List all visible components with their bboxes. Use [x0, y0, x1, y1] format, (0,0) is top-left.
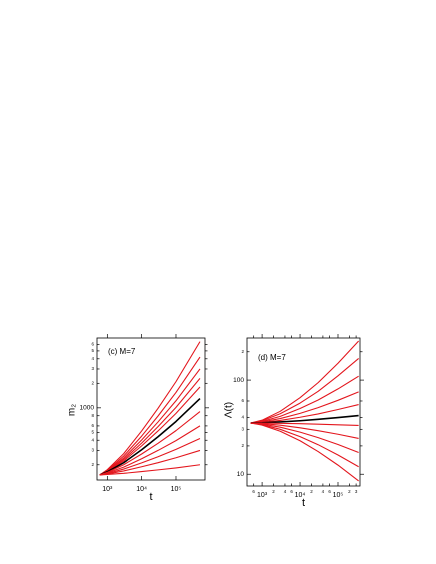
y-tick-label: 10	[237, 471, 245, 478]
y-tick-label: 6	[241, 398, 244, 403]
y-tick-label: 2	[241, 349, 244, 354]
x-tick-label: 6	[328, 489, 331, 494]
y-tick-label: 4	[91, 356, 94, 361]
y-tick-label: 6	[91, 342, 94, 347]
series-line	[99, 356, 201, 476]
x-tick-label: 4	[284, 489, 287, 494]
y-tick-label: 3	[91, 366, 94, 371]
x-tick-label: 4	[322, 489, 325, 494]
series-line	[99, 397, 201, 476]
y-tick-label: 2	[91, 462, 94, 467]
y-tick-label: 4	[241, 415, 244, 420]
y-tick-label: 5	[91, 430, 94, 435]
x-tick-label: 3	[355, 489, 358, 494]
plot-frame	[246, 337, 361, 487]
annotation: (d) M=7	[258, 353, 286, 362]
y-tick-label: 2	[241, 443, 244, 448]
series-line	[99, 464, 201, 476]
series-line	[99, 368, 201, 476]
series-line	[250, 422, 359, 468]
y-tick-label: 2	[91, 380, 94, 385]
y-axis-label: m₂	[67, 404, 78, 416]
x-axis-label: t	[149, 491, 152, 503]
y-tick-label: 1000	[80, 405, 95, 412]
x-tick-label: 10⁴	[295, 492, 306, 499]
x-tick-label: 6	[290, 489, 293, 494]
y-tick-label: 100	[233, 377, 244, 384]
series-line	[250, 422, 359, 482]
y-tick-label: 4	[91, 437, 94, 442]
x-tick-label: 2	[310, 489, 313, 494]
x-tick-label: 10³	[257, 492, 268, 499]
series-line	[250, 422, 359, 426]
x-tick-label: 10³	[102, 486, 113, 493]
y-tick-label: 6	[91, 423, 94, 428]
y-tick-label: 3	[241, 427, 244, 432]
y-tick-label: 8	[91, 413, 94, 418]
plot-frame	[96, 337, 206, 481]
x-tick-label: 2	[272, 489, 275, 494]
y-tick-label: 3	[91, 448, 94, 453]
x-tick-label: 10⁴	[136, 486, 147, 493]
y-axis-label: Λ(t)	[224, 402, 235, 418]
x-tick-label: 10⁵	[171, 486, 182, 493]
x-tick-label: 2	[348, 489, 351, 494]
x-tick-label: 6	[252, 489, 255, 494]
y-tick-label: 5	[91, 348, 94, 353]
annotation: (c) M=7	[108, 347, 136, 356]
x-tick-label: 10⁵	[333, 492, 344, 499]
x-axis-label: t	[302, 497, 305, 509]
series-line	[99, 425, 201, 476]
series-line	[250, 422, 359, 454]
series-line	[250, 357, 359, 424]
